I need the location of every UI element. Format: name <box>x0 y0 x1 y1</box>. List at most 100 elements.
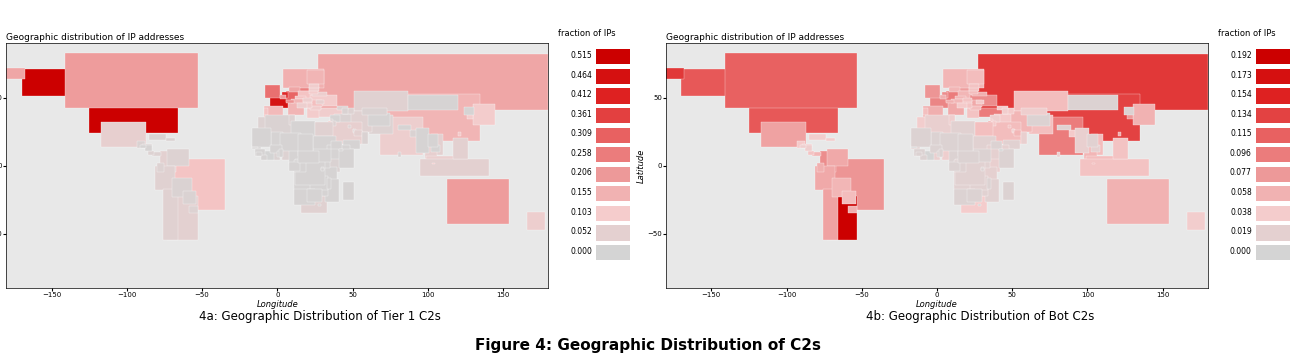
Bar <box>1003 182 1013 199</box>
Text: 0.515: 0.515 <box>570 51 592 60</box>
Text: 0.192: 0.192 <box>1230 51 1252 60</box>
Bar <box>163 189 178 240</box>
Bar <box>971 106 981 110</box>
Bar <box>968 84 980 88</box>
Bar <box>1076 127 1089 153</box>
Bar <box>1085 137 1096 159</box>
Bar <box>289 87 299 92</box>
Bar <box>958 150 980 163</box>
Text: 0.206: 0.206 <box>570 168 592 177</box>
Bar <box>380 117 424 155</box>
Bar <box>328 159 341 172</box>
Bar <box>962 195 986 213</box>
Bar <box>1021 108 1047 115</box>
X-axis label: Longitude: Longitude <box>916 300 958 309</box>
Bar <box>408 95 457 110</box>
Bar <box>153 152 162 156</box>
Bar <box>1187 212 1205 230</box>
Bar <box>991 122 1021 144</box>
FancyBboxPatch shape <box>596 69 630 84</box>
FancyBboxPatch shape <box>596 167 630 182</box>
Bar <box>410 130 417 137</box>
Bar <box>943 69 984 88</box>
Bar <box>1133 104 1155 125</box>
Text: 0.134: 0.134 <box>1230 110 1252 119</box>
Bar <box>294 189 315 205</box>
Bar <box>827 149 849 166</box>
Bar <box>956 103 967 108</box>
Bar <box>813 152 822 156</box>
Bar <box>271 132 284 150</box>
Bar <box>251 147 258 148</box>
Bar <box>911 127 931 147</box>
Bar <box>416 127 429 153</box>
Bar <box>388 94 481 141</box>
FancyBboxPatch shape <box>596 108 630 123</box>
Bar <box>990 121 995 126</box>
Bar <box>294 171 315 190</box>
Bar <box>430 145 439 152</box>
Bar <box>420 159 490 176</box>
Bar <box>946 100 954 103</box>
Bar <box>362 132 368 144</box>
Bar <box>666 68 684 78</box>
FancyBboxPatch shape <box>596 245 630 260</box>
Bar <box>954 189 975 205</box>
Bar <box>308 88 318 94</box>
Bar <box>311 176 328 190</box>
FancyBboxPatch shape <box>596 88 630 104</box>
Bar <box>940 133 962 150</box>
Bar <box>1047 94 1140 141</box>
Text: 0.115: 0.115 <box>1230 129 1252 138</box>
Bar <box>966 103 972 108</box>
Bar <box>343 111 372 132</box>
Bar <box>330 115 341 122</box>
Bar <box>976 100 984 104</box>
Bar <box>362 108 388 115</box>
Bar <box>297 103 307 108</box>
Text: 4b: Geographic Distribution of Bot C2s: 4b: Geographic Distribution of Bot C2s <box>866 310 1094 323</box>
FancyBboxPatch shape <box>1256 88 1290 104</box>
Bar <box>266 85 280 98</box>
Bar <box>963 98 972 102</box>
Text: Geographic distribution of IP addresses: Geographic distribution of IP addresses <box>6 33 184 42</box>
Text: fraction of IPs: fraction of IPs <box>1218 29 1275 38</box>
Bar <box>988 121 991 126</box>
Bar <box>991 141 1002 149</box>
Bar <box>832 178 851 197</box>
Bar <box>337 106 349 110</box>
Bar <box>307 108 319 118</box>
Bar <box>954 160 966 172</box>
Bar <box>6 68 25 78</box>
Bar <box>270 96 293 108</box>
Bar <box>167 149 188 166</box>
Bar <box>962 100 972 104</box>
FancyBboxPatch shape <box>1256 167 1290 182</box>
Bar <box>298 91 314 99</box>
Text: 0.000: 0.000 <box>570 247 592 256</box>
Bar <box>260 155 267 160</box>
Bar <box>967 71 984 84</box>
Bar <box>398 152 400 157</box>
Bar <box>1003 140 1020 149</box>
FancyBboxPatch shape <box>1256 108 1290 123</box>
Bar <box>1093 163 1095 164</box>
Text: 0.412: 0.412 <box>570 90 592 99</box>
Bar <box>316 108 345 117</box>
Bar <box>942 147 959 160</box>
Bar <box>1124 107 1134 115</box>
Bar <box>938 149 943 157</box>
Text: 0.155: 0.155 <box>570 188 592 197</box>
Bar <box>802 144 813 148</box>
Bar <box>1003 108 1013 114</box>
Bar <box>398 125 411 130</box>
Bar <box>986 145 1010 162</box>
Bar <box>949 148 962 164</box>
FancyBboxPatch shape <box>1256 49 1290 64</box>
Bar <box>911 147 918 148</box>
Bar <box>330 120 333 121</box>
Bar <box>156 166 175 190</box>
Bar <box>330 121 336 126</box>
Bar <box>289 162 299 171</box>
Bar <box>1068 95 1117 110</box>
